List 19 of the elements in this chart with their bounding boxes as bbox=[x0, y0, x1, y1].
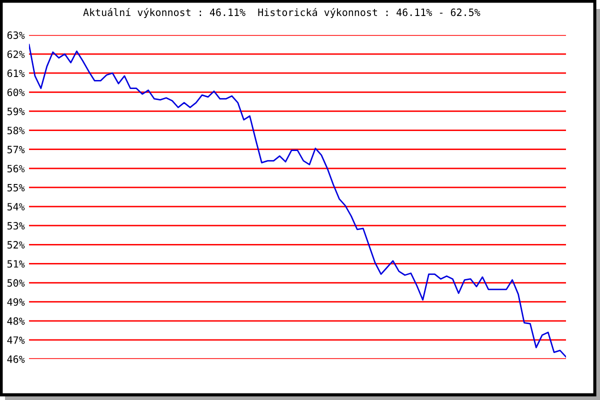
y-tick-label: 46% bbox=[7, 355, 25, 363]
y-tick-label: 61% bbox=[7, 70, 25, 78]
y-tick-label: 47% bbox=[7, 336, 25, 344]
y-tick-label: 62% bbox=[7, 50, 25, 58]
y-tick-label: 57% bbox=[7, 146, 25, 154]
y-tick-label: 54% bbox=[7, 203, 25, 210]
y-tick-label: 63% bbox=[7, 31, 25, 39]
y-tick-label: 48% bbox=[7, 317, 25, 325]
y-tick-label: 60% bbox=[7, 88, 25, 96]
chart-title: Aktuální výkonnost : 46.11% Historická výkonnost : 46.11% - 62.5% bbox=[83, 8, 480, 18]
y-tick-label: 50% bbox=[7, 279, 25, 287]
y-tick-label: 52% bbox=[7, 241, 25, 249]
y-tick-label: 55% bbox=[7, 184, 25, 192]
y-tick-label: 51% bbox=[7, 260, 25, 268]
y-tick-label: 53% bbox=[7, 222, 25, 230]
y-tick-label: 58% bbox=[7, 126, 25, 134]
y-tick-label: 59% bbox=[7, 108, 25, 116]
y-tick-label: 56% bbox=[7, 164, 25, 172]
y-tick-label: 49% bbox=[7, 298, 25, 306]
